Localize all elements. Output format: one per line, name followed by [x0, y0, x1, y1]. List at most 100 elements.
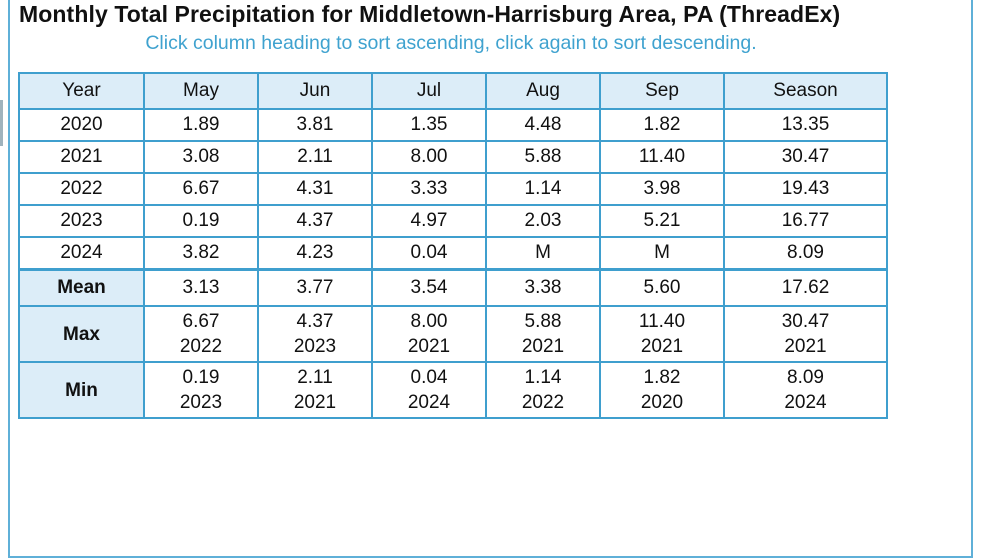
cell-jul: 1.35: [371, 108, 487, 142]
max-value: 8.00: [410, 311, 448, 332]
max-value: 30.47: [781, 311, 830, 332]
column-header-jun[interactable]: Jun: [257, 72, 373, 110]
mean-season: 17.62: [723, 268, 888, 307]
cell-aug: 2.03: [485, 204, 601, 238]
min-year: 2023: [179, 392, 223, 413]
summary-label-min: Min: [18, 361, 145, 419]
cell-jul: 0.04: [371, 236, 487, 271]
cell-aug: M: [485, 236, 601, 271]
cell-sep: 11.40: [599, 140, 725, 174]
cell-year: 2024: [18, 236, 145, 271]
mean-aug: 3.38: [485, 268, 601, 307]
cell-may: 3.82: [143, 236, 259, 271]
column-header-season[interactable]: Season: [723, 72, 888, 110]
cell-jun: 2.11: [257, 140, 373, 174]
summary-row-max: Max 6.67 2022 4.37 2023 8.00 2021 5.88 2021 …: [18, 305, 888, 363]
min-value: 0.04: [410, 367, 448, 388]
page-title: Monthly Total Precipitation for Middleto…: [19, 1, 841, 27]
min-year: 2024: [784, 392, 827, 413]
table-row: 2020 1.89 3.81 1.35 4.48 1.82 13.35: [18, 108, 888, 142]
min-value: 2.11: [297, 367, 333, 388]
cell-jun: 4.31: [257, 172, 373, 206]
min-year: 2021: [293, 392, 337, 413]
cell-jun: 3.81: [257, 108, 373, 142]
max-aug: 5.88 2021: [485, 305, 601, 363]
min-sep: 1.82 2020: [599, 361, 725, 419]
max-value: 11.40: [638, 311, 686, 332]
table-header-row: Year May Jun Jul Aug Sep Season: [18, 72, 888, 110]
max-year: 2021: [407, 336, 451, 357]
column-header-jul[interactable]: Jul: [371, 72, 487, 110]
max-jul: 8.00 2021: [371, 305, 487, 363]
cell-year: 2021: [18, 140, 145, 174]
cell-season: 13.35: [723, 108, 888, 142]
cell-may: 6.67: [143, 172, 259, 206]
table-row: 2024 3.82 4.23 0.04 M M 8.09: [18, 236, 888, 271]
cell-year: 2022: [18, 172, 145, 206]
max-year: 2021: [640, 336, 684, 357]
column-header-may[interactable]: May: [143, 72, 259, 110]
cell-season: 19.43: [723, 172, 888, 206]
cell-jul: 4.97: [371, 204, 487, 238]
max-year: 2023: [293, 336, 337, 357]
min-year: 2024: [407, 392, 451, 413]
max-value: 5.88: [524, 311, 562, 332]
cell-sep: 5.21: [599, 204, 725, 238]
max-may: 6.67 2022: [143, 305, 259, 363]
mean-may: 3.13: [143, 268, 259, 307]
min-jun: 2.11 2021: [257, 361, 373, 419]
max-season: 30.47 2021: [723, 305, 888, 363]
max-year: 2022: [179, 336, 223, 357]
min-year: 2022: [521, 392, 565, 413]
max-sep: 11.40 2021: [599, 305, 725, 363]
summary-row-min: Min 0.19 2023 2.11 2021 0.04 2024 1.14 2022 …: [18, 361, 888, 419]
cell-sep: 3.98: [599, 172, 725, 206]
table-row: 2023 0.19 4.37 4.97 2.03 5.21 16.77: [18, 204, 888, 238]
min-value: 1.14: [524, 367, 562, 388]
cell-may: 0.19: [143, 204, 259, 238]
min-aug: 1.14 2022: [485, 361, 601, 419]
table-row: 2022 6.67 4.31 3.33 1.14 3.98 19.43: [18, 172, 888, 206]
cell-season: 8.09: [723, 236, 888, 271]
max-value: 6.67: [182, 311, 220, 332]
sort-instructions: Click column heading to sort ascending, …: [145, 32, 757, 54]
min-value: 8.09: [787, 367, 824, 388]
cell-aug: 4.48: [485, 108, 601, 142]
summary-row-mean: Mean 3.13 3.77 3.54 3.38 5.60 17.62: [18, 268, 888, 307]
scroll-edge-indicator: [0, 100, 3, 146]
max-year: 2021: [784, 336, 827, 357]
max-jun: 4.37 2023: [257, 305, 373, 363]
min-season: 8.09 2024: [723, 361, 888, 419]
cell-jul: 3.33: [371, 172, 487, 206]
precipitation-table: Year May Jun Jul Aug Sep Season 2020 1.8…: [18, 72, 888, 419]
cell-aug: 5.88: [485, 140, 601, 174]
cell-season: 16.77: [723, 204, 888, 238]
mean-jun: 3.77: [257, 268, 373, 307]
mean-sep: 5.60: [599, 268, 725, 307]
cell-sep: M: [599, 236, 725, 271]
cell-sep: 1.82: [599, 108, 725, 142]
min-value: 1.82: [643, 367, 681, 388]
cell-year: 2023: [18, 204, 145, 238]
column-header-aug[interactable]: Aug: [485, 72, 601, 110]
min-jul: 0.04 2024: [371, 361, 487, 419]
max-year: 2021: [521, 336, 565, 357]
cell-jul: 8.00: [371, 140, 487, 174]
min-may: 0.19 2023: [143, 361, 259, 419]
cell-may: 1.89: [143, 108, 259, 142]
mean-jul: 3.54: [371, 268, 487, 307]
table-row: 2021 3.08 2.11 8.00 5.88 11.40 30.47: [18, 140, 888, 174]
max-value: 4.37: [296, 311, 334, 332]
cell-jun: 4.23: [257, 236, 373, 271]
cell-aug: 1.14: [485, 172, 601, 206]
cell-year: 2020: [18, 108, 145, 142]
min-value: 0.19: [182, 367, 220, 388]
summary-label-mean: Mean: [18, 268, 145, 307]
cell-jun: 4.37: [257, 204, 373, 238]
column-header-sep[interactable]: Sep: [599, 72, 725, 110]
summary-label-max: Max: [18, 305, 145, 363]
cell-season: 30.47: [723, 140, 888, 174]
column-header-year[interactable]: Year: [18, 72, 145, 110]
cell-may: 3.08: [143, 140, 259, 174]
min-year: 2020: [640, 392, 684, 413]
